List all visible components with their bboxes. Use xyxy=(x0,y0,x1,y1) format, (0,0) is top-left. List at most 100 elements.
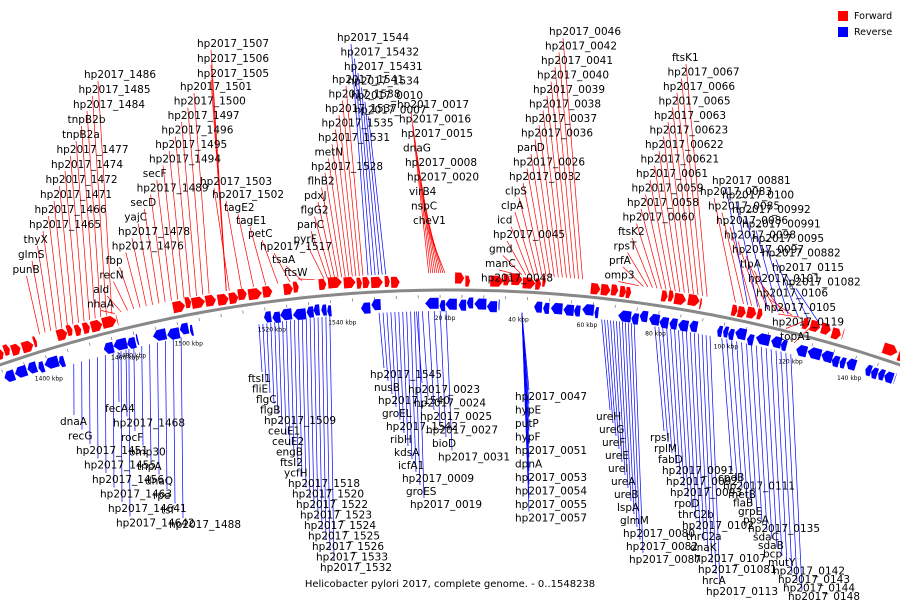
legend-swatch-forward xyxy=(838,11,848,21)
forward-gene xyxy=(600,283,611,296)
forward-gene xyxy=(673,292,687,305)
scale-tick xyxy=(855,355,857,359)
label-leader xyxy=(294,319,299,467)
reverse-gene xyxy=(669,318,678,330)
scale-tick-label: 1480 kbp xyxy=(118,353,146,360)
forward-gene-label: tlpA xyxy=(740,259,762,271)
label-leader xyxy=(689,332,701,531)
reverse-gene-label: flgB xyxy=(260,405,280,417)
forward-gene-label: hp2017_0026 xyxy=(513,157,585,169)
forward-gene xyxy=(32,336,38,348)
reverse-gene xyxy=(781,339,788,352)
label-leader xyxy=(616,321,626,476)
label-leader xyxy=(530,153,551,277)
reverse-gene-label: hp2017_14642 xyxy=(116,518,195,530)
label-leader xyxy=(172,339,176,504)
reverse-gene xyxy=(113,337,129,351)
label-leader xyxy=(37,245,52,331)
forward-gene xyxy=(262,286,273,298)
reverse-gene-label: hp2017_1532 xyxy=(320,562,392,574)
backbone-arc xyxy=(0,288,900,367)
label-leader xyxy=(427,311,435,411)
forward-gene xyxy=(490,275,504,287)
scale-tick-label: 100 kbp xyxy=(714,343,739,350)
reverse-gene xyxy=(878,369,886,381)
forward-gene-label: hp2017_1489 xyxy=(137,183,209,195)
forward-gene-label: hp2017_1502 xyxy=(212,189,284,201)
label-leader xyxy=(670,328,681,476)
label-leader xyxy=(760,346,773,540)
label-leader xyxy=(522,182,543,277)
reverse-gene-label: hp2017_0023 xyxy=(408,384,480,396)
label-leader xyxy=(297,319,303,478)
label-leader xyxy=(607,320,617,437)
reverse-gene-label: ftsI1 xyxy=(248,373,271,385)
forward-gene-label: thyX xyxy=(24,234,48,246)
forward-gene xyxy=(247,288,262,301)
label-leader xyxy=(654,326,665,432)
reverse-gene xyxy=(796,345,809,358)
label-leader xyxy=(550,81,571,279)
reverse-gene-label: rocF xyxy=(121,432,143,444)
forward-gene xyxy=(115,314,119,326)
forward-gene-label: hp2017_0085 xyxy=(708,201,780,213)
forward-gene xyxy=(809,319,821,332)
reverse-gene-label: thrC2b xyxy=(678,509,714,521)
reverse-gene xyxy=(807,347,823,361)
forward-gene-label: panC xyxy=(297,219,324,231)
label-leader xyxy=(210,79,227,291)
reverse-gene xyxy=(135,334,140,345)
label-leader xyxy=(314,216,332,279)
forward-gene-label: hp2017_0061 xyxy=(636,168,708,180)
reverse-gene xyxy=(486,301,498,313)
forward-gene-label: secD xyxy=(130,197,156,209)
reverse-gene-label: hp2017_1488 xyxy=(169,519,241,531)
label-leader xyxy=(317,317,323,530)
forward-gene-label: tnpB2a xyxy=(62,129,100,141)
reverse-gene-label: mutY xyxy=(768,557,796,569)
label-leader xyxy=(131,237,147,307)
label-leader xyxy=(681,78,703,296)
forward-gene-label: ftsW xyxy=(284,267,308,279)
reverse-gene-label: hp2017_0047 xyxy=(515,391,587,403)
reverse-gene-label: hp2017_0111 xyxy=(723,481,795,493)
forward-gene-label: hp2017_0037 xyxy=(525,113,597,125)
reverse-gene xyxy=(717,325,724,338)
forward-gene-label: hp2017_0039 xyxy=(533,84,605,96)
label-leader xyxy=(262,323,267,383)
forward-gene-label: dnaG xyxy=(403,143,431,155)
forward-gene-label: hp2017_0040 xyxy=(537,70,609,82)
label-leader xyxy=(445,310,453,451)
label-leader xyxy=(601,319,611,411)
label-leader xyxy=(658,150,681,292)
label-leader xyxy=(795,288,819,323)
label-leader xyxy=(672,107,694,295)
forward-gene xyxy=(89,319,103,333)
reverse-gene-label: bioD xyxy=(432,438,456,450)
reverse-gene xyxy=(27,361,39,374)
label-leader xyxy=(558,52,579,279)
reverse-gene-label: hp2017_1545 xyxy=(370,369,442,381)
reverse-gene-label: hypF xyxy=(515,432,541,444)
forward-gene xyxy=(660,290,668,302)
reverse-gene-label: nusB xyxy=(374,382,400,394)
label-leader xyxy=(562,37,583,280)
label-leader xyxy=(144,208,160,304)
label-leader xyxy=(685,63,708,297)
forward-gene xyxy=(356,277,362,289)
reverse-gene-label: engB xyxy=(276,447,303,459)
reverse-gene xyxy=(179,322,190,335)
forward-gene-label: hp2017_0086 xyxy=(716,215,788,227)
reverse-gene-label: ppsA xyxy=(743,515,770,527)
label-leader xyxy=(534,139,555,277)
label-leader xyxy=(86,110,102,318)
reverse-gene-label: hp2017_0054 xyxy=(515,486,587,498)
label-leader xyxy=(521,312,530,512)
reverse-gene xyxy=(153,328,168,341)
label-leader xyxy=(165,340,168,490)
forward-gene-label: hp2017_0065 xyxy=(659,96,731,108)
forward-gene-label: tagE2 xyxy=(224,202,255,214)
reverse-gene-label: hp2017_0142 xyxy=(773,566,845,578)
